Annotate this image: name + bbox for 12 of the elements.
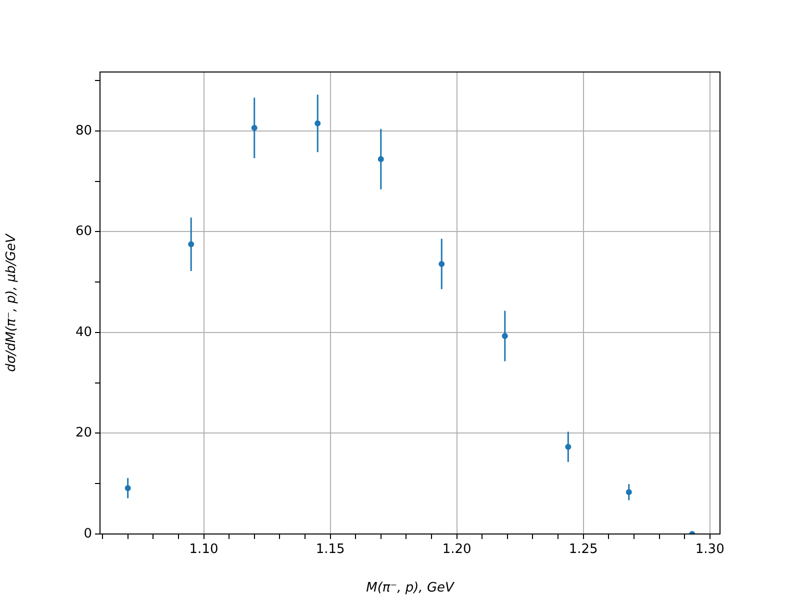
x-tick-label: 1.10 (189, 542, 218, 558)
y-tick-label: 80 (75, 123, 92, 138)
y-tick-label: 40 (75, 324, 92, 340)
x-tick-label: 1.30 (695, 542, 724, 558)
x-tick-label: 1.15 (316, 542, 345, 558)
x-axis-title: M(π⁻, p), GeV (366, 580, 456, 596)
y-tick-label: 20 (75, 426, 92, 441)
y-axis-title: dσ/dM(π⁻, p), μb/GeV (4, 232, 20, 372)
y-tick-label: 0 (84, 526, 92, 542)
x-tick-label: 1.25 (568, 542, 598, 558)
x-tick-label: 1.20 (442, 542, 472, 558)
y-tick-label: 60 (75, 224, 92, 240)
